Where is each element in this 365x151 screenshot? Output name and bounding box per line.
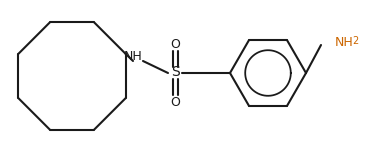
- Text: S: S: [170, 65, 179, 79]
- Text: O: O: [170, 95, 180, 109]
- Text: NH: NH: [124, 50, 142, 64]
- Text: O: O: [170, 37, 180, 50]
- Text: 2: 2: [352, 36, 358, 46]
- Text: NH: NH: [335, 37, 354, 50]
